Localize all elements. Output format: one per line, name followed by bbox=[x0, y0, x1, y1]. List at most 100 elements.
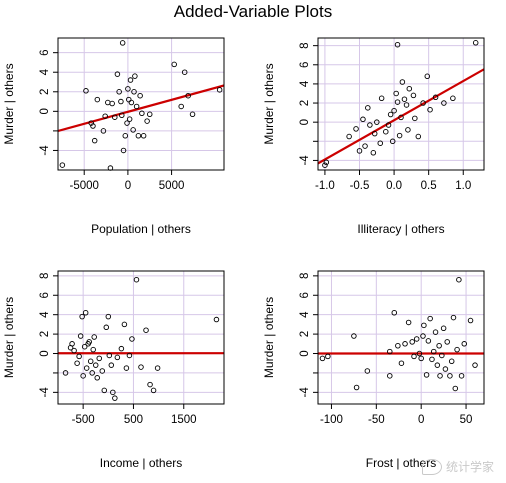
data-point bbox=[125, 86, 131, 92]
regression-line bbox=[318, 68, 484, 165]
y-tick-label: 4 bbox=[39, 311, 51, 318]
data-point bbox=[370, 150, 377, 156]
y-tick-label: -4 bbox=[299, 155, 311, 166]
data-point bbox=[398, 360, 405, 366]
data-point bbox=[150, 387, 157, 394]
data-point bbox=[124, 120, 130, 126]
y-axis-label: Murder | others bbox=[2, 297, 16, 378]
x-tick-label: 0 bbox=[418, 414, 424, 426]
data-point bbox=[405, 319, 412, 326]
data-point bbox=[216, 87, 223, 93]
data-point bbox=[401, 96, 408, 102]
data-point bbox=[102, 113, 108, 119]
data-point bbox=[393, 90, 399, 97]
data-point bbox=[109, 100, 115, 107]
data-point bbox=[87, 358, 94, 365]
data-point bbox=[118, 345, 125, 352]
data-point bbox=[411, 353, 417, 360]
data-point bbox=[405, 127, 411, 133]
data-point bbox=[427, 315, 433, 322]
x-tick-label: 1.0 bbox=[455, 180, 471, 192]
data-point bbox=[114, 71, 121, 77]
data-point bbox=[62, 370, 69, 376]
data-point bbox=[418, 355, 424, 362]
data-point bbox=[353, 126, 359, 132]
watermark: 统计学家 bbox=[421, 458, 494, 475]
data-point bbox=[346, 133, 352, 140]
data-point bbox=[378, 95, 385, 102]
data-point bbox=[452, 385, 459, 392]
data-point bbox=[120, 147, 127, 154]
data-point bbox=[387, 373, 393, 379]
data-point bbox=[69, 341, 75, 347]
panel-3: -500 500 1500 -4 0 2 4 6 8 Income | others Murder … bbox=[2, 270, 225, 470]
data-point bbox=[427, 106, 433, 113]
data-point bbox=[458, 373, 465, 379]
data-point bbox=[360, 116, 366, 123]
data-point bbox=[436, 343, 442, 349]
data-point bbox=[421, 322, 427, 329]
data-point bbox=[139, 110, 145, 117]
x-tick-label: 1500 bbox=[171, 414, 197, 426]
data-point bbox=[147, 381, 153, 388]
x-tick-label: 0.5 bbox=[421, 180, 437, 192]
data-point bbox=[137, 92, 143, 99]
data-point bbox=[322, 162, 328, 168]
data-point bbox=[367, 122, 373, 128]
data-point bbox=[213, 316, 220, 323]
y-tick-label: 0 bbox=[39, 350, 51, 356]
data-point bbox=[119, 112, 125, 118]
data-point bbox=[444, 339, 450, 345]
data-point bbox=[88, 120, 94, 126]
y-axis-label: Murder | others bbox=[262, 63, 276, 144]
data-point bbox=[112, 114, 118, 120]
data-point bbox=[454, 346, 460, 353]
data-point bbox=[413, 336, 420, 342]
data-point bbox=[108, 362, 115, 368]
data-point bbox=[83, 365, 90, 371]
data-point bbox=[100, 128, 107, 134]
plot-frame bbox=[317, 37, 485, 171]
data-point bbox=[394, 99, 401, 105]
x-tick-label: 0 bbox=[125, 180, 131, 192]
data-point bbox=[133, 103, 140, 110]
data-point bbox=[432, 94, 439, 101]
data-point bbox=[119, 40, 126, 46]
data-point bbox=[99, 368, 106, 374]
data-point bbox=[96, 355, 102, 362]
data-point bbox=[77, 333, 84, 339]
data-point bbox=[146, 111, 153, 118]
wechat-logo-icon bbox=[421, 458, 442, 475]
data-point bbox=[135, 133, 142, 139]
data-point bbox=[403, 102, 410, 108]
data-point bbox=[356, 148, 363, 154]
data-point bbox=[325, 353, 331, 360]
data-point bbox=[383, 128, 389, 135]
data-point bbox=[80, 373, 86, 379]
data-point bbox=[377, 140, 384, 146]
y-tick-label: 2 bbox=[299, 331, 311, 337]
data-point bbox=[86, 339, 92, 345]
data-point bbox=[416, 350, 423, 357]
data-point bbox=[472, 40, 479, 46]
y-tick-label: 6 bbox=[39, 49, 51, 55]
data-point bbox=[189, 111, 196, 118]
data-point bbox=[105, 313, 112, 320]
data-point bbox=[461, 341, 468, 347]
data-point bbox=[450, 314, 457, 321]
data-point bbox=[409, 339, 415, 345]
data-point bbox=[425, 338, 432, 344]
x-tick-label: 0.0 bbox=[386, 180, 402, 192]
panel-1: -5000 0 5000 -4 0 2 4 6 Population | others Murde… bbox=[2, 37, 225, 236]
y-axis-label: Murder | others bbox=[262, 297, 276, 378]
data-point bbox=[431, 348, 437, 355]
data-point bbox=[472, 362, 478, 368]
data-point bbox=[181, 69, 188, 75]
data-point bbox=[116, 89, 122, 95]
data-point bbox=[118, 98, 124, 105]
plot-frame bbox=[57, 37, 225, 171]
data-point bbox=[143, 327, 149, 333]
y-tick-label: 8 bbox=[39, 273, 51, 279]
